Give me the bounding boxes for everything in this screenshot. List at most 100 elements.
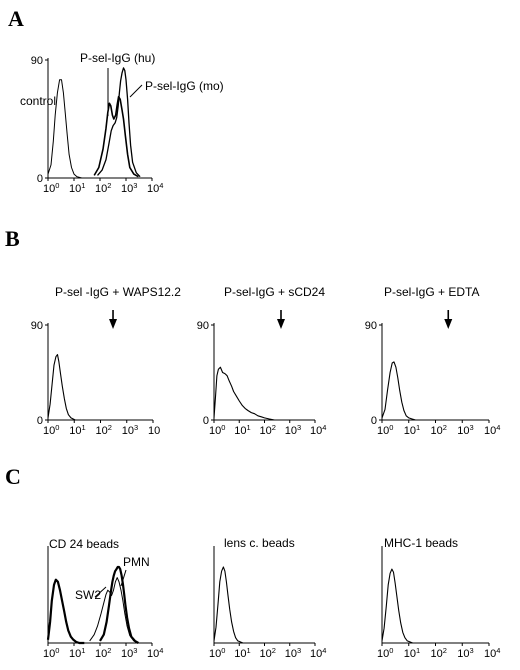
x-tick-label: 100	[377, 646, 393, 660]
x-tick-label: 101	[404, 423, 420, 437]
series-curve-pmn	[99, 565, 139, 644]
x-tick-base: 10	[457, 425, 469, 437]
x-tick-exponent: 2	[443, 423, 447, 432]
y-tick-label: 90	[31, 320, 43, 332]
x-tick-exponent: 4	[159, 646, 163, 655]
x-tick-exponent: 3	[470, 646, 474, 655]
annotation-label: lens c. beads	[224, 536, 295, 550]
annotation-label: P-sel-IgG (mo)	[145, 79, 224, 93]
x-tick-exponent: 1	[81, 181, 85, 190]
x-tick-base: 10	[377, 425, 389, 437]
x-tick-exponent: 2	[272, 423, 276, 432]
x-tick-base: 10	[310, 425, 322, 437]
x-tick-exponent: 1	[82, 423, 86, 432]
annotation-label: MHC-1 beads	[384, 536, 458, 550]
x-tick-exponent: 3	[297, 646, 301, 655]
x-tick-label: 103	[285, 646, 301, 660]
x-tick-base: 10	[484, 425, 496, 437]
x-tick-exponent: 1	[416, 423, 420, 432]
x-tick-exponent: 0	[221, 646, 225, 655]
x-tick-base: 10	[122, 425, 134, 437]
x-tick-base: 10	[377, 648, 389, 660]
x-tick-base: 10	[96, 425, 108, 437]
annotation-label: SW2	[75, 588, 101, 602]
series-curve-p-sel-igg-mo-	[97, 67, 141, 178]
series-curve-1	[213, 566, 252, 644]
y-tick-label: 0	[203, 415, 209, 427]
x-tick-label: 102	[95, 646, 111, 660]
x-tick-label: 102	[95, 181, 111, 195]
x-tick-exponent: 0	[55, 646, 59, 655]
x-tick-label: 10	[148, 425, 160, 437]
x-tick-label: 103	[457, 423, 473, 437]
x-tick-base: 10	[148, 425, 160, 437]
annotation-label: control	[20, 94, 56, 108]
annotation-label: P-sel-IgG (hu)	[80, 51, 155, 65]
annotation-label: CD 24 beads	[49, 537, 119, 551]
x-tick-label: 103	[285, 423, 301, 437]
arrow-head	[444, 319, 453, 329]
annotation-leader	[120, 569, 127, 587]
x-tick-base: 10	[234, 648, 246, 660]
y-tick-label: 0	[37, 173, 43, 185]
x-tick-label: 101	[69, 646, 85, 660]
x-tick-label: 101	[404, 646, 420, 660]
x-tick-exponent: 1	[81, 646, 85, 655]
x-tick-label: 102	[260, 423, 276, 437]
x-tick-exponent: 3	[297, 423, 301, 432]
series-curve-1	[47, 354, 83, 421]
x-tick-label: 103	[122, 423, 138, 437]
x-tick-label: 100	[209, 646, 225, 660]
x-tick-label: 101	[69, 181, 85, 195]
x-tick-exponent: 0	[55, 423, 59, 432]
x-tick-exponent: 2	[107, 181, 111, 190]
x-tick-base: 10	[234, 425, 246, 437]
x-tick-exponent: 2	[108, 423, 112, 432]
annotation-leader	[94, 586, 107, 598]
x-tick-label: 102	[96, 423, 112, 437]
x-tick-label: 102	[431, 423, 447, 437]
annotation-label: P-sel-IgG + EDTA	[384, 285, 479, 299]
x-tick-exponent: 1	[247, 646, 251, 655]
x-tick-exponent: 2	[443, 646, 447, 655]
annotation-label: P-sel -IgG + WAPS12.2	[55, 285, 181, 299]
x-tick-exponent: 3	[133, 181, 137, 190]
x-tick-base: 10	[260, 425, 272, 437]
arrow-head	[276, 319, 285, 329]
x-tick-label: 104	[484, 423, 500, 437]
x-tick-exponent: 3	[134, 423, 138, 432]
x-tick-base: 10	[285, 425, 297, 437]
x-tick-label: 104	[147, 181, 163, 195]
x-tick-base: 10	[209, 648, 221, 660]
x-tick-label: 102	[431, 646, 447, 660]
x-tick-base: 10	[285, 648, 297, 660]
x-tick-base: 10	[260, 648, 272, 660]
x-tick-exponent: 1	[247, 423, 251, 432]
series-curve-control	[47, 79, 82, 179]
x-tick-exponent: 4	[322, 646, 326, 655]
series-curve-1	[381, 361, 420, 421]
x-tick-base: 10	[147, 648, 159, 660]
x-tick-label: 104	[484, 646, 500, 660]
x-tick-base: 10	[43, 183, 55, 195]
x-tick-exponent: 4	[496, 423, 500, 432]
x-tick-exponent: 0	[389, 646, 393, 655]
x-tick-label: 104	[310, 423, 326, 437]
y-tick-label: 90	[197, 320, 209, 332]
x-tick-exponent: 4	[322, 423, 326, 432]
x-tick-label: 104	[310, 646, 326, 660]
x-tick-label: 103	[121, 646, 137, 660]
x-tick-label: 104	[147, 646, 163, 660]
arrow-head	[109, 319, 118, 329]
x-tick-base: 10	[147, 183, 159, 195]
x-tick-label: 100	[209, 423, 225, 437]
x-tick-base: 10	[69, 648, 81, 660]
x-tick-exponent: 2	[107, 646, 111, 655]
x-tick-base: 10	[484, 648, 496, 660]
